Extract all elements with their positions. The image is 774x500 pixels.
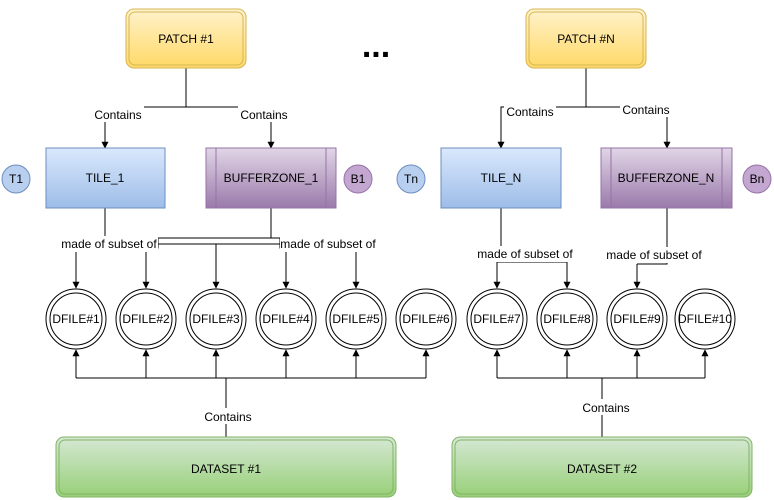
patch-node-1[interactable]: PATCH #1 bbox=[125, 8, 247, 69]
dfile-label: DFILE#10 bbox=[678, 312, 732, 326]
patch-label: PATCH #1 bbox=[158, 32, 214, 46]
svg-text:T1: T1 bbox=[9, 172, 23, 186]
dataset-label: DATASET #1 bbox=[191, 462, 261, 476]
dfile-label: DFILE#8 bbox=[543, 312, 591, 326]
tile-node-n[interactable]: TILE_N bbox=[440, 147, 562, 209]
svg-text:B1: B1 bbox=[351, 172, 366, 186]
dfile-node-2[interactable]: DFILE#2 bbox=[115, 288, 177, 350]
edge-label-made-of-subset: made of subset of bbox=[61, 237, 157, 251]
ellipsis: ... bbox=[362, 27, 390, 65]
tile-label: TILE_N bbox=[481, 171, 522, 185]
edge-bufferN-dfile9 bbox=[637, 208, 668, 265]
patch-label: PATCH #N bbox=[557, 32, 615, 46]
svg-text:Tn: Tn bbox=[404, 172, 418, 186]
edge-dataset1-dfiles bbox=[76, 377, 426, 437]
edge-label-made-of-subset: made of subset of bbox=[280, 237, 376, 251]
dfile-label: DFILE#1 bbox=[52, 312, 100, 326]
patch-node-n[interactable]: PATCH #N bbox=[525, 8, 647, 69]
dfile-label: DFILE#4 bbox=[262, 312, 310, 326]
dfile-label: DFILE#6 bbox=[402, 312, 450, 326]
dfile-label: DFILE#2 bbox=[122, 312, 170, 326]
dfile-node-3[interactable]: DFILE#3 bbox=[185, 288, 247, 350]
dfile-node-10[interactable]: DFILE#10 bbox=[674, 288, 736, 350]
badge-b1: B1 bbox=[343, 164, 373, 194]
bufferzone-node-n[interactable]: BUFFERZONE_N bbox=[600, 147, 733, 209]
bufferzone-node-1[interactable]: BUFFERZONE_1 bbox=[205, 147, 337, 209]
dfile-label: DFILE#3 bbox=[192, 312, 240, 326]
dfile-label: DFILE#5 bbox=[332, 312, 380, 326]
dfile-node-7[interactable]: DFILE#7 bbox=[466, 288, 528, 350]
badge-tn: Tn bbox=[396, 164, 426, 194]
dfile-label: DFILE#9 bbox=[613, 312, 661, 326]
badge-bn: Bn bbox=[742, 164, 772, 194]
dfile-node-6[interactable]: DFILE#6 bbox=[395, 288, 457, 350]
dataset-node-2[interactable]: DATASET #2 bbox=[451, 436, 753, 498]
dataset-label: DATASET #2 bbox=[567, 462, 637, 476]
edge-label-contains: Contains bbox=[506, 105, 553, 119]
edge-label-made-of-subset: made of subset of bbox=[606, 248, 702, 262]
dfile-node-4[interactable]: DFILE#4 bbox=[255, 288, 317, 350]
dfile-node-1[interactable]: DFILE#1 bbox=[45, 288, 107, 350]
edge-patch1-tile1 bbox=[101, 68, 187, 149]
badge-t1: T1 bbox=[1, 164, 31, 194]
dfile-node-8[interactable]: DFILE#8 bbox=[536, 288, 598, 350]
bufferzone-label: BUFFERZONE_1 bbox=[224, 171, 319, 185]
tile-label: TILE_1 bbox=[86, 171, 125, 185]
bufferzone-label: BUFFERZONE_N bbox=[618, 171, 715, 185]
tile-node-1[interactable]: TILE_1 bbox=[45, 147, 166, 209]
edge-label-contains: Contains bbox=[622, 103, 669, 117]
dataset-node-1[interactable]: DATASET #1 bbox=[55, 436, 397, 498]
edge-label-made-of-subset: made of subset of bbox=[477, 247, 573, 261]
edge-label-contains: Contains bbox=[582, 401, 629, 415]
dfile-node-5[interactable]: DFILE#5 bbox=[325, 288, 387, 350]
dfile-label: DFILE#7 bbox=[473, 312, 521, 326]
edge-label-contains: Contains bbox=[240, 108, 287, 122]
svg-text:Bn: Bn bbox=[750, 172, 765, 186]
edge-label-contains: Contains bbox=[94, 108, 141, 122]
edge-label-contains: Contains bbox=[204, 410, 251, 424]
dfile-node-9[interactable]: DFILE#9 bbox=[606, 288, 668, 350]
